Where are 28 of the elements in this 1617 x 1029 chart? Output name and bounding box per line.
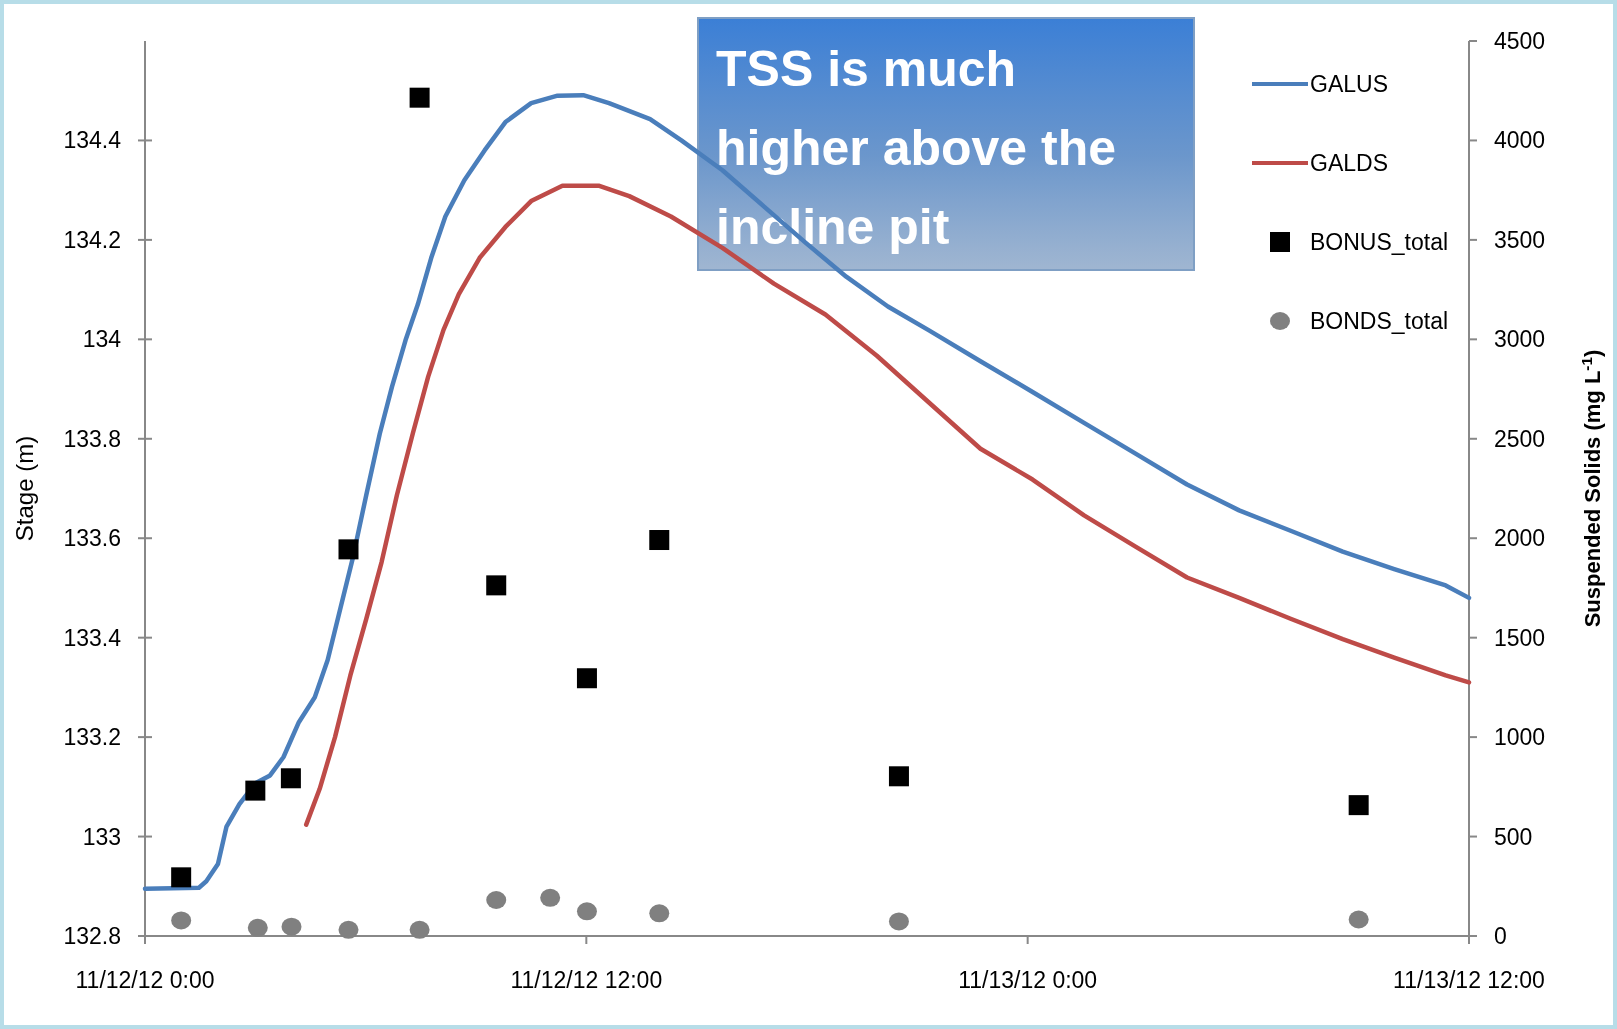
y2-tick-label: 2500 (1494, 425, 1546, 452)
y2-tick-label: 1000 (1494, 724, 1546, 751)
legend-label: BONDS_total (1310, 308, 1449, 334)
x-tick-label: 11/13/12 12:00 (1393, 967, 1545, 993)
y-tick-label: 133.8 (63, 425, 121, 452)
legend-label: GALDS (1310, 150, 1388, 176)
x-tick-label: 11/12/12 0:00 (75, 967, 215, 993)
y2-tick-label: 3500 (1494, 226, 1546, 253)
y-tick-label: 133.6 (63, 525, 121, 552)
y2-tick-label: 500 (1494, 823, 1533, 850)
legend-label: BONUS_total (1310, 229, 1449, 255)
y2-tick-label: 1500 (1494, 624, 1546, 651)
y-tick-label: 133.4 (63, 624, 122, 651)
y2-tick-label: 3000 (1494, 326, 1546, 353)
y-tick-label: 133.2 (63, 724, 121, 751)
x-tick-label: 11/13/12 0:00 (958, 967, 1098, 993)
y2-tick-label: 0 (1494, 923, 1507, 949)
legend-label: GALUS (1310, 71, 1388, 97)
y-tick-label: 133 (82, 823, 121, 850)
y2-tick-label: 2000 (1494, 525, 1546, 552)
y2-tick-label: 4000 (1494, 127, 1546, 154)
y-tick-label: 134.4 (63, 127, 122, 154)
y-tick-label: 132.8 (63, 923, 121, 949)
y-tick-label: 134.2 (63, 226, 121, 253)
y-axis-title: Stage (m) (11, 435, 38, 542)
y-tick-label: 134 (82, 326, 122, 353)
y2-tick-label: 4500 (1494, 28, 1546, 54)
x-tick-label: 11/12/12 12:00 (510, 967, 663, 993)
